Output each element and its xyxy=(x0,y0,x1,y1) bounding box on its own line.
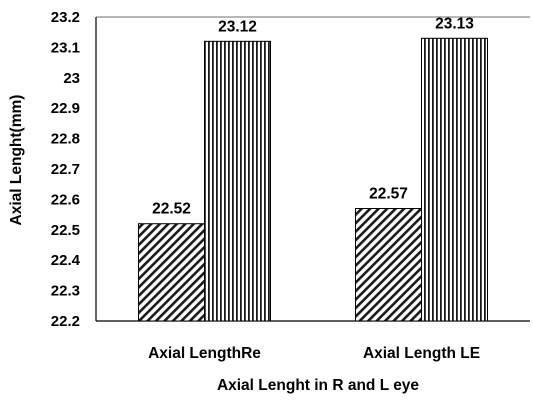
y-tick-label: 23 xyxy=(63,70,80,87)
category-labels: Axial LengthRe Axial Length LE xyxy=(148,345,480,362)
y-axis-title: Axial Lenght(mm) xyxy=(8,95,25,226)
y-tick-label: 22.8 xyxy=(51,131,80,148)
y-tick-label: 23.1 xyxy=(51,39,80,56)
category-label: Axial Length LE xyxy=(363,345,480,362)
bar-series2-le xyxy=(421,37,488,322)
category-label: Axial LengthRe xyxy=(148,345,261,362)
y-tick-labels: 22.2 22.3 22.4 22.5 22.6 22.7 22.8 22.9 23 23.1 23… xyxy=(51,9,81,330)
bar-series1-re xyxy=(138,223,205,322)
data-label: 22.52 xyxy=(152,201,191,218)
y-tick-label: 23.2 xyxy=(51,9,80,26)
y-tick-label: 22.2 xyxy=(51,313,80,330)
data-label: 22.57 xyxy=(369,186,408,203)
bar-series1-le xyxy=(355,208,422,322)
y-tick-label: 22.4 xyxy=(51,252,81,269)
bar-series2-re xyxy=(204,40,271,322)
y-tick-label: 22.7 xyxy=(51,161,80,178)
data-labels: 22.52 23.12 22.57 23.13 xyxy=(152,15,474,217)
y-tick-label: 22.5 xyxy=(51,222,80,239)
data-label: 23.13 xyxy=(435,15,474,32)
y-tick-label: 22.9 xyxy=(51,100,80,117)
data-label: 23.12 xyxy=(218,18,257,35)
y-tick-label: 22.3 xyxy=(51,283,80,300)
x-axis-title: Axial Lenght in R and L eye xyxy=(217,377,419,394)
bars xyxy=(138,37,488,322)
y-tick-label: 22.6 xyxy=(51,191,80,208)
